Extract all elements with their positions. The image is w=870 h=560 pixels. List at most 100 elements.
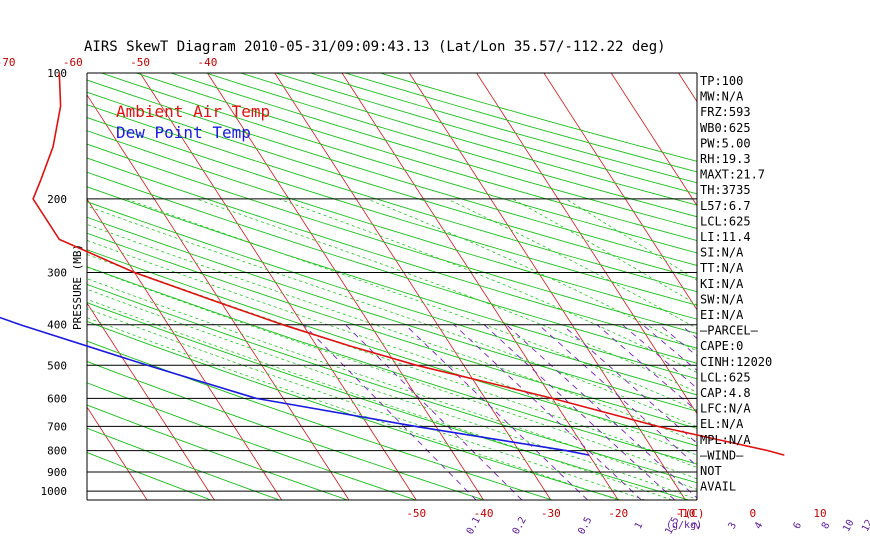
bottom-temp-tick-label: 0: [749, 507, 756, 520]
mixing-ratio-tick-label: 6: [792, 521, 805, 531]
moist-adiabat-line: [87, 223, 697, 443]
isotherm-line: [746, 73, 870, 500]
mixing-ratio-axis-label: (g/kg): [666, 520, 702, 531]
stat-item: MPL:N/A: [700, 433, 751, 447]
pressure-tick-label: 700: [47, 420, 67, 433]
pressure-tick-label: 1000: [41, 485, 68, 498]
top-temp-tick-label: -40: [197, 56, 217, 69]
moist-adiabat-line: [87, 298, 673, 500]
mixing-ratio-tick-label: 4: [753, 521, 766, 531]
isotherm-line: [813, 73, 870, 500]
dry-adiabat-line: [136, 73, 697, 242]
stat-item: L57:6.7: [700, 199, 751, 213]
dry-adiabat-line: [87, 361, 485, 500]
stat-item: PW:5.00: [700, 136, 751, 150]
dry-adiabat-line: [87, 232, 697, 429]
dry-adiabat-line: [87, 340, 553, 500]
pressure-tick-label: 400: [47, 319, 67, 332]
mixing-ratio-tick-label: 3: [727, 521, 740, 531]
legend-dew-point-temp: Dew Point Temp: [116, 123, 251, 142]
mixing-ratio-line: [483, 324, 676, 500]
dry-adiabat-line: [87, 249, 697, 447]
dry-adiabat-line: [87, 171, 697, 364]
moist-adiabat-line: [87, 317, 619, 500]
dry-adiabat-line: [205, 73, 697, 218]
mixing-ratio-line: [303, 324, 477, 500]
stat-item: —WIND—: [700, 448, 744, 462]
stat-item: RH:19.3: [700, 152, 751, 166]
dry-adiabat-line: [87, 382, 417, 500]
stat-item: LFC:N/A: [700, 402, 751, 416]
sounding-series: [0, 72, 785, 456]
stat-item: SW:N/A: [700, 292, 744, 306]
moist-adiabat-line: [87, 278, 697, 490]
dry-adiabat-line: [87, 283, 697, 484]
mixing-ratio-line: [622, 324, 697, 389]
pressure-tick-label: 500: [47, 359, 67, 372]
stat-item: TH:3735: [700, 183, 751, 197]
isotherm-line: [87, 406, 148, 500]
moist-adiabat-line: [512, 198, 697, 306]
pressure-tick-label: 600: [47, 392, 67, 405]
dry-adiabat-line: [87, 266, 697, 465]
dry-adiabat-line: [87, 216, 697, 412]
bottom-temp-tick-label: -50: [406, 507, 426, 520]
pressure-tick-label: 300: [47, 267, 67, 280]
stat-item: LCL:625: [700, 370, 751, 384]
bottom-temperature-tick-labels: -50-40-30-20-10010203040: [406, 507, 826, 520]
dry-adiabat-line: [345, 73, 697, 173]
dry-adiabat-line: [275, 73, 697, 195]
isotherm-line: [543, 73, 697, 311]
bottom-temp-tick-label: -20: [608, 507, 628, 520]
mixing-ratio-tick-label: 2: [691, 521, 704, 531]
stat-item: TT:N/A: [700, 261, 744, 275]
top-temperature-tick-labels: -120-110-100-90-80-70-60-50-40: [0, 56, 217, 69]
bottom-temp-tick-label: 10: [813, 507, 826, 520]
stat-item: NOT: [700, 464, 722, 478]
bottom-temp-tick-label: -40: [474, 507, 494, 520]
pressure-tick-label: 200: [47, 193, 67, 206]
dry-adiabat-line: [87, 302, 689, 500]
stat-item: CAPE:0: [700, 339, 743, 353]
stat-item: LI:11.4: [700, 230, 751, 244]
isotherm-line: [610, 73, 697, 207]
mixing-ratio-line: [404, 324, 588, 500]
isotherm-line: [139, 73, 417, 500]
legend-ambient-air-temp: Ambient Air Temp: [116, 102, 270, 121]
dry-adiabat-line: [379, 73, 697, 162]
top-temp-tick-label: -50: [130, 56, 150, 69]
dry-adiabat-line: [87, 130, 697, 320]
mixing-ratio-tick-label: 10: [841, 518, 856, 534]
plot-area: [87, 73, 870, 500]
bottom-temp-tick-label: -10: [676, 507, 696, 520]
mixing-ratio-line: [345, 324, 523, 500]
mixing-ratio-line: [596, 324, 697, 412]
dry-adiabat-line: [87, 201, 697, 396]
dry-adiabat-line: [87, 186, 697, 380]
dry-adiabat-line: [87, 91, 697, 279]
top-temp-tick-label: -60: [63, 56, 83, 69]
moist-adiabat-line: [125, 198, 697, 411]
stat-item: EL:N/A: [700, 417, 744, 431]
moist-adiabat-line: [278, 198, 697, 373]
stat-item: LCL:625: [700, 214, 751, 228]
mixing-ratio-line: [562, 324, 697, 444]
mixing-ratio-line: [659, 324, 697, 357]
dry-adiabat-line: [101, 73, 697, 254]
dry-adiabat-line: [240, 73, 697, 206]
stat-item: MW:N/A: [700, 90, 744, 104]
moist-adiabat-line: [87, 205, 697, 428]
chart-title: AIRS SkewT Diagram 2010-05-31/09:09:43.1…: [84, 39, 666, 55]
stat-item: SI:N/A: [700, 246, 744, 260]
ambient-air-temp-line: [32, 72, 785, 456]
stat-item: CAP:4.8: [700, 386, 751, 400]
isobars: [86, 72, 698, 501]
mixing-ratio-tick-label: 0.5: [576, 515, 594, 536]
mixing-ratio-line: [748, 325, 870, 500]
isotherm-line: [207, 73, 484, 500]
stat-item: TP:100: [700, 74, 743, 88]
dry-adiabat-line: [310, 73, 697, 184]
moist-adiabat-line: [87, 266, 697, 480]
